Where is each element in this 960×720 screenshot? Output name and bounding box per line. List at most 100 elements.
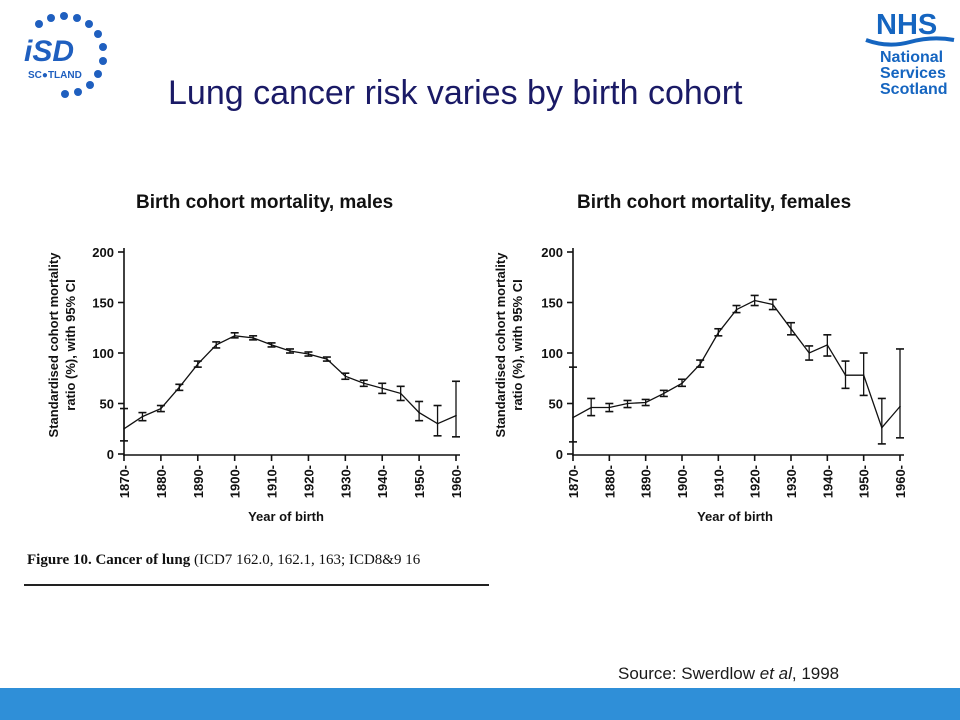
x-tick-label: 1940- xyxy=(375,465,390,498)
data-point xyxy=(808,352,810,354)
data-point xyxy=(899,405,901,408)
x-tick-label: 1880- xyxy=(602,465,617,498)
caption-label: Figure 10. Cancer of lung xyxy=(27,552,191,568)
data-point xyxy=(399,392,402,395)
data-point xyxy=(826,344,829,346)
x-tick-label: 1910- xyxy=(711,465,726,498)
data-point xyxy=(289,350,291,352)
data-point xyxy=(572,416,574,419)
data-point xyxy=(790,327,792,330)
x-tick-label: 1950- xyxy=(412,465,427,498)
chart-males-svg: Birth cohort mortality, males Standardis… xyxy=(46,192,464,524)
data-point xyxy=(362,382,365,385)
data-point xyxy=(196,363,199,365)
data-point xyxy=(699,363,701,365)
x-tick-label: 1960- xyxy=(893,465,908,498)
x-tick-label: 1890- xyxy=(639,465,654,498)
data-point xyxy=(844,374,847,377)
data-point xyxy=(381,387,384,390)
data-point xyxy=(772,303,774,306)
caption-rule xyxy=(24,584,489,586)
x-tick-label: 1930- xyxy=(338,465,353,498)
data-point xyxy=(455,414,457,417)
y-axis-label-line1: Standardised cohort mortality xyxy=(493,252,508,438)
data-point xyxy=(862,374,865,377)
x-tick-label: 1920- xyxy=(301,465,316,498)
y-tick-label: 100 xyxy=(541,346,563,361)
nhs-badge: NHS xyxy=(876,9,937,41)
data-point xyxy=(590,406,592,409)
isd-letters: iSD xyxy=(24,35,74,68)
data-point xyxy=(233,335,236,337)
y-tick-label: 150 xyxy=(92,296,114,311)
data-point xyxy=(735,308,738,311)
data-point xyxy=(681,382,683,385)
nhs-line-national: National xyxy=(880,49,943,66)
x-tick-label: 1870- xyxy=(566,465,581,498)
chart-females: Birth cohort mortality, females Standard… xyxy=(493,180,915,525)
x-axis-label: Year of birth xyxy=(697,509,773,524)
y-tick-label: 100 xyxy=(92,346,114,361)
source-suffix: , 1998 xyxy=(791,664,840,683)
series-line xyxy=(572,299,901,429)
data-point xyxy=(663,392,665,395)
x-tick-label: 1920- xyxy=(748,465,763,498)
y-tick-label: 200 xyxy=(92,245,114,260)
isd-dot-o: ● xyxy=(42,70,48,81)
x-tick-label: 1960- xyxy=(449,465,464,498)
source-citation: Source: Swerdlow et al, 1998 xyxy=(618,664,839,684)
chart-females-svg: Birth cohort mortality, females Standard… xyxy=(493,192,908,524)
source-prefix: Source: Swerdlow xyxy=(618,664,760,683)
figure-caption: Figure 10. Cancer of lung (ICD7 162.0, 1… xyxy=(27,552,467,569)
data-point xyxy=(270,344,273,346)
nhs-line-scotland: Scotland xyxy=(880,81,948,98)
chart-title: Birth cohort mortality, males xyxy=(136,192,393,213)
x-tick-label: 1900- xyxy=(675,465,690,498)
x-tick-label: 1910- xyxy=(265,465,280,498)
data-point xyxy=(436,422,439,425)
y-tick-label: 0 xyxy=(107,447,114,462)
x-axis-label: Year of birth xyxy=(248,509,324,524)
data-point xyxy=(717,332,720,334)
y-tick-label: 50 xyxy=(100,397,114,412)
data-point xyxy=(753,299,756,302)
data-point xyxy=(881,426,883,429)
slide-title: Lung cancer risk varies by birth cohort xyxy=(168,74,743,112)
logo-dot-ring xyxy=(35,12,107,98)
chart-title: Birth cohort mortality, females xyxy=(577,192,851,213)
nhs-nss-logo: NHS National Services Scotland xyxy=(865,9,955,98)
x-tick-label: 1880- xyxy=(154,465,169,498)
caption-text: (ICD7 162.0, 162.1, 163; ICD8&9 16 xyxy=(190,552,421,568)
data-point xyxy=(644,401,647,404)
plot-area: 0 50 100 150 200 1870- 1880- 1890- 1900- 1910- 192… xyxy=(92,245,464,498)
x-tick-label: 1950- xyxy=(857,465,872,498)
x-tick-label: 1900- xyxy=(228,465,243,498)
source-italic: et al xyxy=(759,664,792,683)
x-tick-label: 1930- xyxy=(784,465,799,498)
data-point xyxy=(215,344,218,346)
data-point xyxy=(178,386,181,389)
data-point xyxy=(608,406,611,409)
y-tick-label: 50 xyxy=(549,397,563,412)
x-tick-label: 1890- xyxy=(191,465,206,498)
y-axis-label-line2: ratio (%), with 95% CI xyxy=(510,279,525,410)
y-tick-label: 200 xyxy=(541,245,563,260)
data-point xyxy=(626,402,629,405)
nhs-line-services: Services xyxy=(880,65,946,82)
data-point xyxy=(160,407,162,410)
y-tick-label: 0 xyxy=(556,447,563,462)
data-point xyxy=(307,353,310,355)
y-axis-label-line2: ratio (%), with 95% CI xyxy=(63,279,78,410)
plot-area: 0 50 100 150 200 1870- 1880- 1890- 1900- 1910- 192… xyxy=(541,245,908,498)
data-point xyxy=(344,375,347,378)
nhs-wave xyxy=(865,36,955,47)
data-point xyxy=(123,427,125,430)
x-tick-label: 1870- xyxy=(117,465,132,498)
data-point xyxy=(418,411,420,414)
isd-scotland-logo: iSD SC●TLAND xyxy=(24,12,107,98)
footer-bar xyxy=(0,688,960,720)
y-axis-label-line1: Standardised cohort mortality xyxy=(46,252,61,438)
data-point xyxy=(141,415,144,418)
y-tick-label: 150 xyxy=(541,296,563,311)
isd-scotland-word: SC●TLAND xyxy=(28,70,82,81)
